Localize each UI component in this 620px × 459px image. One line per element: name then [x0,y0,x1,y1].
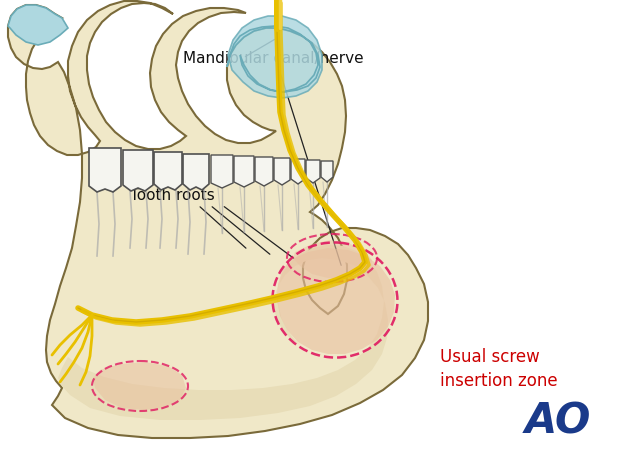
Text: AO: AO [525,400,591,442]
Polygon shape [89,148,121,192]
Polygon shape [183,154,209,190]
Polygon shape [93,362,186,410]
Polygon shape [8,1,428,438]
Polygon shape [277,248,395,354]
Polygon shape [306,160,320,183]
Polygon shape [8,5,68,45]
Polygon shape [211,155,233,188]
Polygon shape [293,240,372,278]
Text: Mandibular canal/nerve: Mandibular canal/nerve [183,50,363,66]
Polygon shape [291,159,305,184]
Polygon shape [228,16,322,98]
Polygon shape [255,157,273,186]
Polygon shape [58,245,388,420]
Text: Usual screw
insertion zone: Usual screw insertion zone [440,348,557,390]
Polygon shape [321,161,333,182]
Text: Tooth roots: Tooth roots [130,189,215,203]
Polygon shape [234,156,254,187]
Polygon shape [227,26,320,92]
Polygon shape [154,152,182,190]
Polygon shape [274,158,290,185]
Polygon shape [123,150,153,191]
